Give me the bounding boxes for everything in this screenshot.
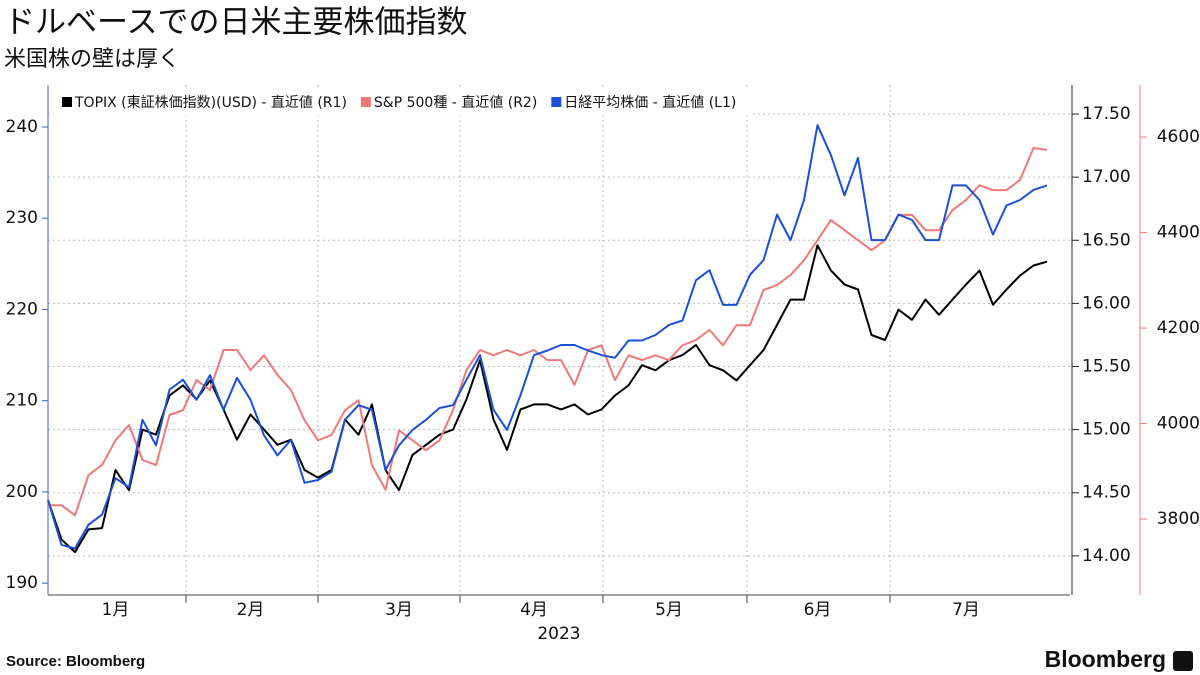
series-line [47, 244, 1048, 554]
y3-tick-label: 4200 [1157, 318, 1200, 338]
y2-tick-label: 15.50 [1082, 357, 1131, 377]
y-tick-label: 240 [6, 117, 38, 137]
legend-swatch [551, 97, 562, 107]
x-tick-label: 4月 [520, 600, 548, 620]
legend-box [54, 88, 751, 116]
y-tick-label: 200 [6, 482, 38, 502]
chart-subtitle: 米国株の壁は厚く [4, 47, 180, 72]
y2-tick-label: 15.00 [1082, 420, 1131, 440]
y2-tick-label: 14.00 [1082, 546, 1131, 566]
y3-tick-label: 4000 [1157, 414, 1200, 434]
y-tick-label: 230 [6, 208, 38, 228]
y-tick-label: 220 [6, 299, 38, 319]
y2-tick-label: 14.50 [1082, 483, 1131, 503]
legend-label: TOPIX (東証株価指数)(USD) - 直近値 (R1) [74, 94, 347, 111]
x-tick-label: 5月 [655, 600, 683, 620]
legend: TOPIX (東証株価指数)(USD) - 直近値 (R1) S&P 500種 -… [54, 88, 751, 116]
x-tick-label: 7月 [952, 600, 980, 620]
y-tick-label: 190 [6, 573, 38, 593]
y2-tick-label: 16.00 [1082, 293, 1131, 313]
logo-icon [1173, 651, 1193, 671]
y-tick-label: 210 [6, 391, 38, 411]
x-tick-label: 6月 [804, 600, 832, 620]
y3-tick-label: 4400 [1157, 223, 1200, 243]
legend-label: 日経平均株価 - 直近値 (L1) [564, 94, 736, 111]
y2-tick-label: 17.00 [1082, 167, 1131, 187]
legend-swatch [62, 97, 72, 107]
y2-tick-label: 17.50 [1082, 104, 1131, 124]
x-tick-label: 1月 [102, 600, 130, 620]
series-line [48, 147, 1048, 517]
logo: Bloomberg [1045, 646, 1166, 672]
y3-tick-label: 4600 [1157, 127, 1200, 147]
x-tick-label: 2月 [237, 600, 265, 620]
y3-tick-label: 3800 [1157, 509, 1200, 529]
x-axis-label: 2023 [537, 624, 580, 644]
legend-label: S&P 500種 - 直近値 (R2) [374, 94, 537, 111]
y2-tick-label: 16.50 [1082, 230, 1131, 250]
chart-title: ドルベースでの日米主要株価指数 [4, 5, 467, 41]
legend-swatch [360, 97, 371, 107]
x-tick-label: 3月 [385, 600, 413, 620]
source: Source: Bloomberg [6, 653, 145, 670]
series-line [47, 124, 1048, 550]
